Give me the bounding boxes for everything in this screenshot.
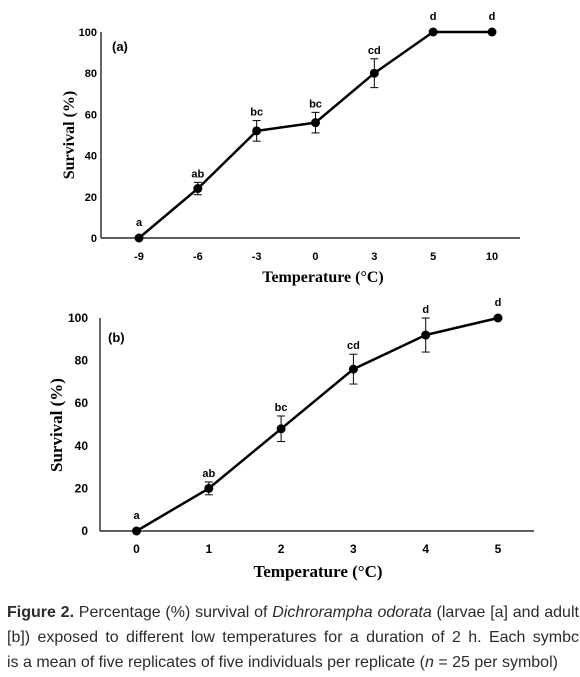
x-axis-title: Temperature (°C) [262,269,383,286]
data-point [276,424,286,434]
x-tick-label: 5 [495,542,502,556]
significance-label: cd [347,340,360,352]
caption-text: = 25 per symbol) [438,654,558,671]
chart-panel-1: 0 20 40 60 80 100 -9 -6 -3 0 3 5 10 Temperature (°C) S… [61,11,520,286]
caption-line: [b]) exposed to different low temperatur… [7,625,579,650]
y-tick-label: 20 [75,481,89,495]
y-axis-title: Survival (%) [47,378,66,472]
y-tick-label: 0 [91,233,97,245]
significance-label: a [136,217,143,229]
caption-figure-label: Figure 2. [7,604,75,621]
y-tick-label: 40 [85,151,97,163]
data-point [310,118,320,128]
significance-label: ab [202,468,215,480]
y-tick-label: 40 [75,439,89,453]
data-point [193,184,203,194]
y-axis-title: Survival (%) [61,91,78,179]
x-tick-label: 0 [312,251,318,263]
significance-label: d [422,304,429,316]
x-tick-label: 10 [486,251,498,263]
significance-label: bc [250,107,263,119]
data-point [493,313,503,323]
y-tick-label: 60 [85,109,97,121]
panel-label: (b) [108,330,125,345]
data-point [428,27,438,37]
significance-label: a [133,510,140,522]
caption-species-name: Dichrorampha odorata [272,604,432,621]
caption-text: [b]) exposed to different low temperatur… [7,629,579,646]
significance-label: bc [309,98,322,110]
data-point [134,233,144,243]
data-point [132,526,141,536]
panel-label: (a) [112,39,128,54]
caption-text: is a mean of five replicates of five ind… [7,654,425,671]
y-tick-label: 0 [81,524,88,538]
y-tick-label: 100 [79,27,97,39]
caption-line: Figure 2. Percentage (%) survival of Dic… [7,600,579,625]
caption-text: (larvae [a] and adult [436,604,579,621]
significance-label: d [489,11,496,23]
caption-line: is a mean of five replicates of five ind… [7,650,579,675]
x-tick-label: 2 [278,542,285,556]
x-tick-label: -9 [134,251,144,263]
caption-n-symbol: n [424,654,434,671]
significance-label: bc [275,402,288,414]
x-tick-label: 5 [430,251,436,263]
y-tick-label: 80 [75,354,89,368]
figure-caption: Figure 2. Percentage (%) survival of Dic… [7,600,579,675]
y-tick-label: 20 [85,192,97,204]
x-tick-label: 4 [422,542,429,556]
significance-label: d [495,297,502,309]
y-tick-label: 80 [85,68,97,80]
data-point [421,330,431,340]
data-line [135,316,499,533]
y-tick-label: 60 [75,396,89,410]
data-point [348,364,358,374]
x-tick-label: 3 [350,542,357,556]
significance-label: cd [368,45,381,57]
y-tick-label: 100 [68,311,88,325]
x-tick-label: 3 [371,251,377,263]
data-point [487,27,497,37]
data-point [252,126,262,136]
significance-label: ab [191,168,204,180]
x-tick-label: -6 [193,251,203,263]
x-axis-title: Temperature (°C) [253,562,382,581]
x-tick-label: 0 [133,542,140,556]
x-tick-label: 1 [205,542,212,556]
x-tick-label: -3 [252,251,262,263]
data-line [138,30,492,239]
caption-text: Percentage (%) survival of [78,604,268,621]
significance-label: d [430,11,437,23]
data-point [369,68,379,78]
chart-panel-2: 0 20 40 60 80 100 0 1 2 3 4 5 Temperature (°C) Surviv… [47,297,534,581]
data-point [204,483,214,493]
